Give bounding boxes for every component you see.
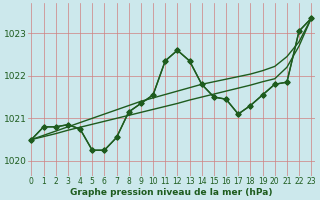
X-axis label: Graphe pression niveau de la mer (hPa): Graphe pression niveau de la mer (hPa) [70,188,273,197]
